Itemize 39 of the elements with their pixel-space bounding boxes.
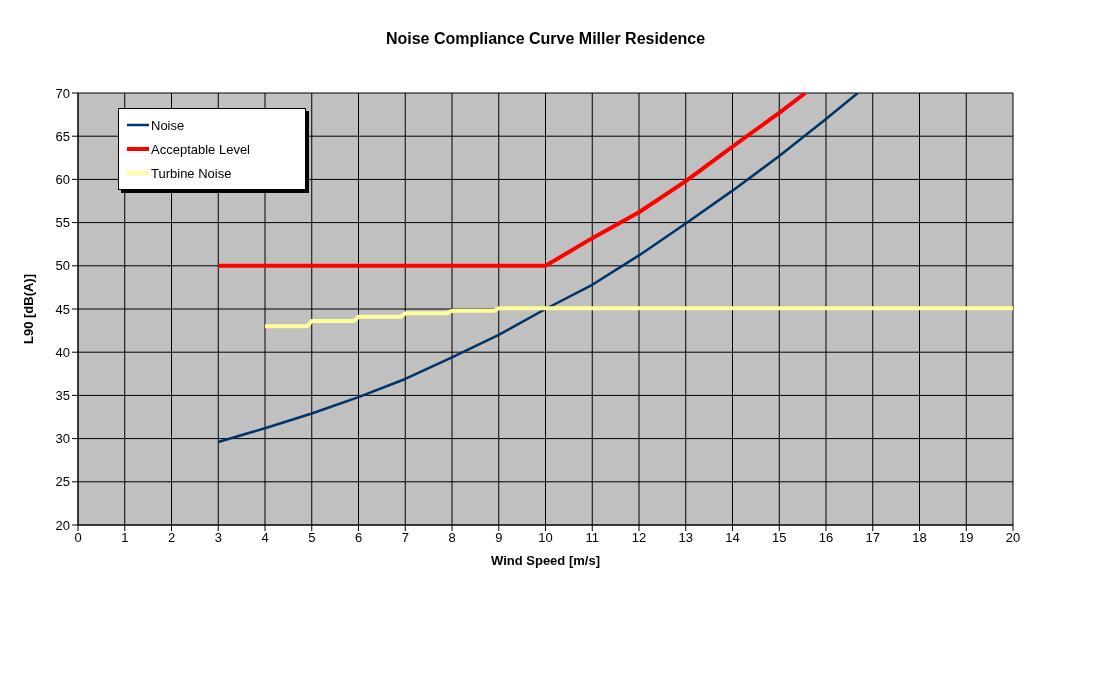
x-tick-label: 14 bbox=[725, 530, 740, 546]
x-tick-label: 17 bbox=[865, 530, 880, 546]
x-tick-label: 20 bbox=[1005, 530, 1021, 546]
x-tick-label: 3 bbox=[214, 530, 222, 546]
y-tick-label: 60 bbox=[55, 172, 70, 188]
x-axis-title: Wind Speed [m/s] bbox=[491, 553, 600, 568]
y-tick-label: 40 bbox=[55, 344, 70, 360]
x-tick-label: 7 bbox=[401, 530, 409, 546]
y-tick-label: 55 bbox=[55, 215, 70, 231]
x-tick-label: 15 bbox=[772, 530, 787, 546]
chart-title: Noise Compliance Curve Miller Residence bbox=[384, 30, 707, 48]
line-series bbox=[263, 306, 1013, 329]
x-tick-label: 5 bbox=[308, 530, 316, 546]
y-tick-label: 50 bbox=[55, 258, 70, 274]
x-tick-label: 11 bbox=[585, 530, 599, 546]
y-axis-title: L90 [dB(A)] bbox=[20, 273, 36, 345]
y-tick-label: 45 bbox=[55, 301, 70, 317]
x-tick-label: 10 bbox=[538, 530, 553, 546]
y-tick-label: 30 bbox=[55, 431, 70, 447]
y-tick-label: 25 bbox=[55, 474, 70, 490]
y-tick-label: 35 bbox=[55, 388, 70, 404]
x-tick-label: 12 bbox=[631, 530, 647, 546]
x-tick-label: 2 bbox=[167, 530, 176, 546]
x-tick-label: 19 bbox=[959, 530, 974, 546]
legend-label: Turbine Noise bbox=[151, 165, 232, 181]
x-tick-label: 4 bbox=[261, 530, 269, 546]
x-tick-label: 18 bbox=[912, 530, 927, 546]
x-tick-label: 8 bbox=[448, 530, 456, 546]
y-tick-label: 70 bbox=[55, 85, 70, 101]
legend-label: Noise bbox=[151, 117, 185, 133]
legend-label: Acceptable Level bbox=[151, 141, 251, 157]
x-tick-label: 13 bbox=[678, 530, 693, 546]
x-tick-label: 0 bbox=[74, 530, 82, 546]
y-tick-label: 20 bbox=[55, 517, 70, 533]
x-tick-label: 9 bbox=[495, 530, 503, 546]
x-tick-label: 1 bbox=[121, 530, 129, 546]
y-tick-label: 65 bbox=[55, 128, 70, 144]
x-tick-label: 16 bbox=[818, 530, 834, 546]
x-tick-label: 6 bbox=[354, 530, 363, 546]
